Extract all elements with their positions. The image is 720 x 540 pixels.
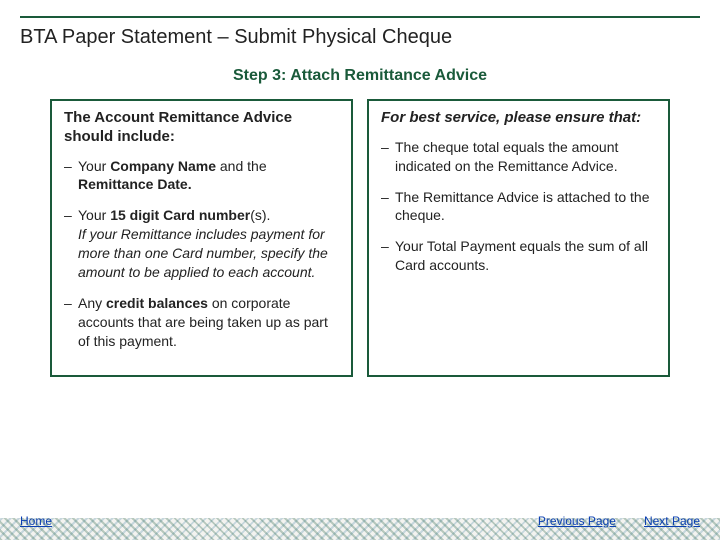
right-box-list: The cheque total equals the amount indic… bbox=[381, 138, 656, 275]
previous-page-link[interactable]: Previous Page bbox=[538, 514, 616, 528]
page-title: BTA Paper Statement – Submit Physical Ch… bbox=[0, 22, 720, 61]
top-rule bbox=[20, 16, 700, 18]
list-item: Any credit balances on corporate account… bbox=[64, 294, 339, 351]
list-item: Your Company Name and the Remittance Dat… bbox=[64, 157, 339, 195]
left-box-list: Your Company Name and the Remittance Dat… bbox=[64, 157, 339, 351]
list-item: The cheque total equals the amount indic… bbox=[381, 138, 656, 176]
right-box-heading: For best service, please ensure that: bbox=[381, 109, 656, 128]
list-item: The Remittance Advice is attached to the… bbox=[381, 188, 656, 226]
footer: Home Previous Page Next Page bbox=[0, 502, 720, 540]
home-link[interactable]: Home bbox=[20, 514, 52, 528]
footer-right-links: Previous Page Next Page bbox=[538, 514, 700, 528]
list-item: Your 15 digit Card number(s). If your Re… bbox=[64, 206, 339, 282]
list-item: Your Total Payment equals the sum of all… bbox=[381, 237, 656, 275]
next-page-link[interactable]: Next Page bbox=[644, 514, 700, 528]
left-box: The Account Remittance Advice should inc… bbox=[50, 99, 353, 377]
content-columns: The Account Remittance Advice should inc… bbox=[0, 99, 720, 377]
right-box: For best service, please ensure that: Th… bbox=[367, 99, 670, 377]
footer-links: Home Previous Page Next Page bbox=[0, 514, 720, 528]
step-label: Step 3: Attach Remittance Advice bbox=[0, 61, 720, 99]
left-box-heading: The Account Remittance Advice should inc… bbox=[64, 109, 339, 147]
